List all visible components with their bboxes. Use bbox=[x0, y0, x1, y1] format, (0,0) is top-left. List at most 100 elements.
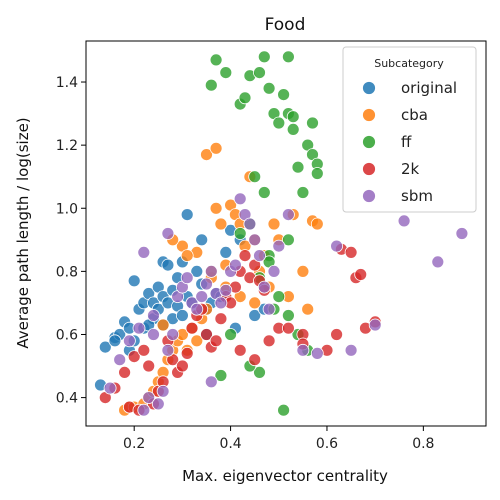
data-point-sbm bbox=[344, 343, 358, 357]
data-point-ff bbox=[281, 233, 295, 247]
data-point-cba bbox=[267, 217, 281, 231]
data-point-ff bbox=[286, 122, 300, 136]
data-point-sbm bbox=[248, 233, 262, 247]
data-point-original bbox=[248, 309, 262, 322]
data-point-sbm bbox=[233, 192, 247, 206]
legend-label: original bbox=[401, 79, 457, 97]
data-point-2k bbox=[180, 346, 194, 360]
data-point-sbm bbox=[156, 384, 170, 398]
data-point-sbm bbox=[195, 290, 209, 304]
x-axis-label: Max. eigenvector centrality bbox=[182, 467, 388, 485]
data-point-ff bbox=[262, 81, 276, 95]
y-axis-label: Average path length / log(size) bbox=[14, 117, 32, 348]
y-tick-label: 1.2 bbox=[56, 138, 78, 154]
data-point-sbm bbox=[281, 208, 295, 222]
data-point-sbm bbox=[166, 328, 180, 341]
data-point-ff bbox=[272, 290, 286, 304]
data-point-sbm bbox=[455, 227, 469, 240]
legend-marker bbox=[362, 189, 376, 203]
data-point-original bbox=[180, 208, 194, 222]
x-axis: 0.2 0.4 0.6 0.8 bbox=[123, 426, 434, 452]
data-point-cba bbox=[209, 201, 223, 215]
legend-label: cba bbox=[401, 106, 428, 124]
data-point-2k bbox=[238, 249, 252, 263]
x-tick-label: 0.6 bbox=[316, 436, 338, 452]
data-point-cba bbox=[209, 141, 223, 155]
data-point-2k bbox=[233, 343, 247, 357]
y-tick-label: 1.0 bbox=[56, 201, 78, 217]
x-tick-label: 0.2 bbox=[123, 436, 145, 452]
legend-marker bbox=[362, 135, 376, 149]
data-point-ff bbox=[257, 186, 271, 199]
legend-marker bbox=[362, 108, 376, 122]
data-point-sbm bbox=[253, 249, 266, 263]
data-point-original bbox=[98, 340, 112, 354]
legend-item-cba: cba bbox=[362, 106, 428, 124]
data-point-sbm bbox=[204, 264, 218, 278]
y-tick-label: 0.4 bbox=[56, 391, 78, 407]
data-point-ff bbox=[214, 369, 228, 382]
data-point-sbm bbox=[122, 334, 136, 348]
data-point-2k bbox=[330, 328, 344, 341]
data-point-ff bbox=[257, 50, 271, 64]
data-point-sbm bbox=[142, 391, 156, 405]
data-point-original bbox=[175, 309, 189, 322]
data-point-original bbox=[108, 334, 122, 348]
data-point-sbm bbox=[103, 381, 117, 395]
legend-label: 2k bbox=[401, 160, 420, 178]
data-point-sbm bbox=[267, 264, 281, 278]
data-point-sbm bbox=[228, 258, 242, 272]
legend-item-2k: 2k bbox=[362, 160, 420, 178]
data-point-sbm bbox=[147, 328, 160, 341]
data-point-cba bbox=[190, 334, 204, 348]
legend-item-sbm: sbm bbox=[362, 187, 433, 205]
data-point-2k bbox=[281, 321, 295, 335]
data-point-ff bbox=[291, 160, 305, 174]
data-point-2k bbox=[175, 359, 189, 373]
data-point-sbm bbox=[243, 217, 257, 231]
data-point-ff bbox=[253, 66, 266, 79]
data-point-sbm bbox=[431, 255, 445, 269]
data-point-cba bbox=[200, 148, 213, 162]
data-point-cba bbox=[296, 264, 310, 278]
data-point-original bbox=[190, 264, 204, 278]
data-point-2k bbox=[118, 365, 131, 379]
legend-item-ff: ff bbox=[362, 133, 412, 151]
data-point-sbm bbox=[113, 353, 127, 367]
series-sbm bbox=[103, 192, 469, 417]
data-point-ff bbox=[306, 116, 319, 130]
data-point-ff bbox=[286, 110, 300, 124]
data-point-cba bbox=[301, 302, 315, 316]
data-point-sbm bbox=[161, 343, 175, 357]
data-point-2k bbox=[262, 334, 276, 348]
data-point-ff bbox=[209, 53, 223, 67]
data-point-sbm bbox=[330, 239, 344, 253]
data-point-sbm bbox=[137, 245, 151, 259]
data-point-sbm bbox=[219, 283, 233, 297]
data-point-sbm bbox=[272, 239, 286, 253]
data-point-ff bbox=[248, 170, 262, 184]
legend-box bbox=[342, 46, 477, 213]
data-point-sbm bbox=[214, 296, 228, 310]
data-point-2k bbox=[248, 353, 262, 367]
data-point-2k bbox=[200, 328, 213, 341]
data-point-sbm bbox=[257, 280, 271, 294]
data-point-2k bbox=[142, 359, 156, 373]
legend-label: sbm bbox=[401, 187, 433, 205]
plot-frame bbox=[85, 40, 487, 427]
data-point-sbm bbox=[137, 403, 151, 417]
data-point-sbm bbox=[180, 271, 194, 285]
data-point-cba bbox=[310, 217, 324, 231]
data-point-ff bbox=[272, 116, 286, 130]
data-point-ff bbox=[281, 309, 295, 322]
data-point-cba bbox=[156, 318, 170, 332]
y-tick-label: 0.8 bbox=[56, 264, 78, 280]
data-point-sbm bbox=[132, 321, 146, 335]
data-point-sbm bbox=[147, 309, 160, 322]
data-point-2k bbox=[209, 334, 223, 348]
y-axis: 0.4 0.6 0.8 1.0 1.2 1.4 bbox=[56, 75, 86, 407]
legend-label: ff bbox=[401, 133, 412, 151]
data-point-2k bbox=[214, 312, 228, 326]
data-point-sbm bbox=[310, 346, 324, 360]
